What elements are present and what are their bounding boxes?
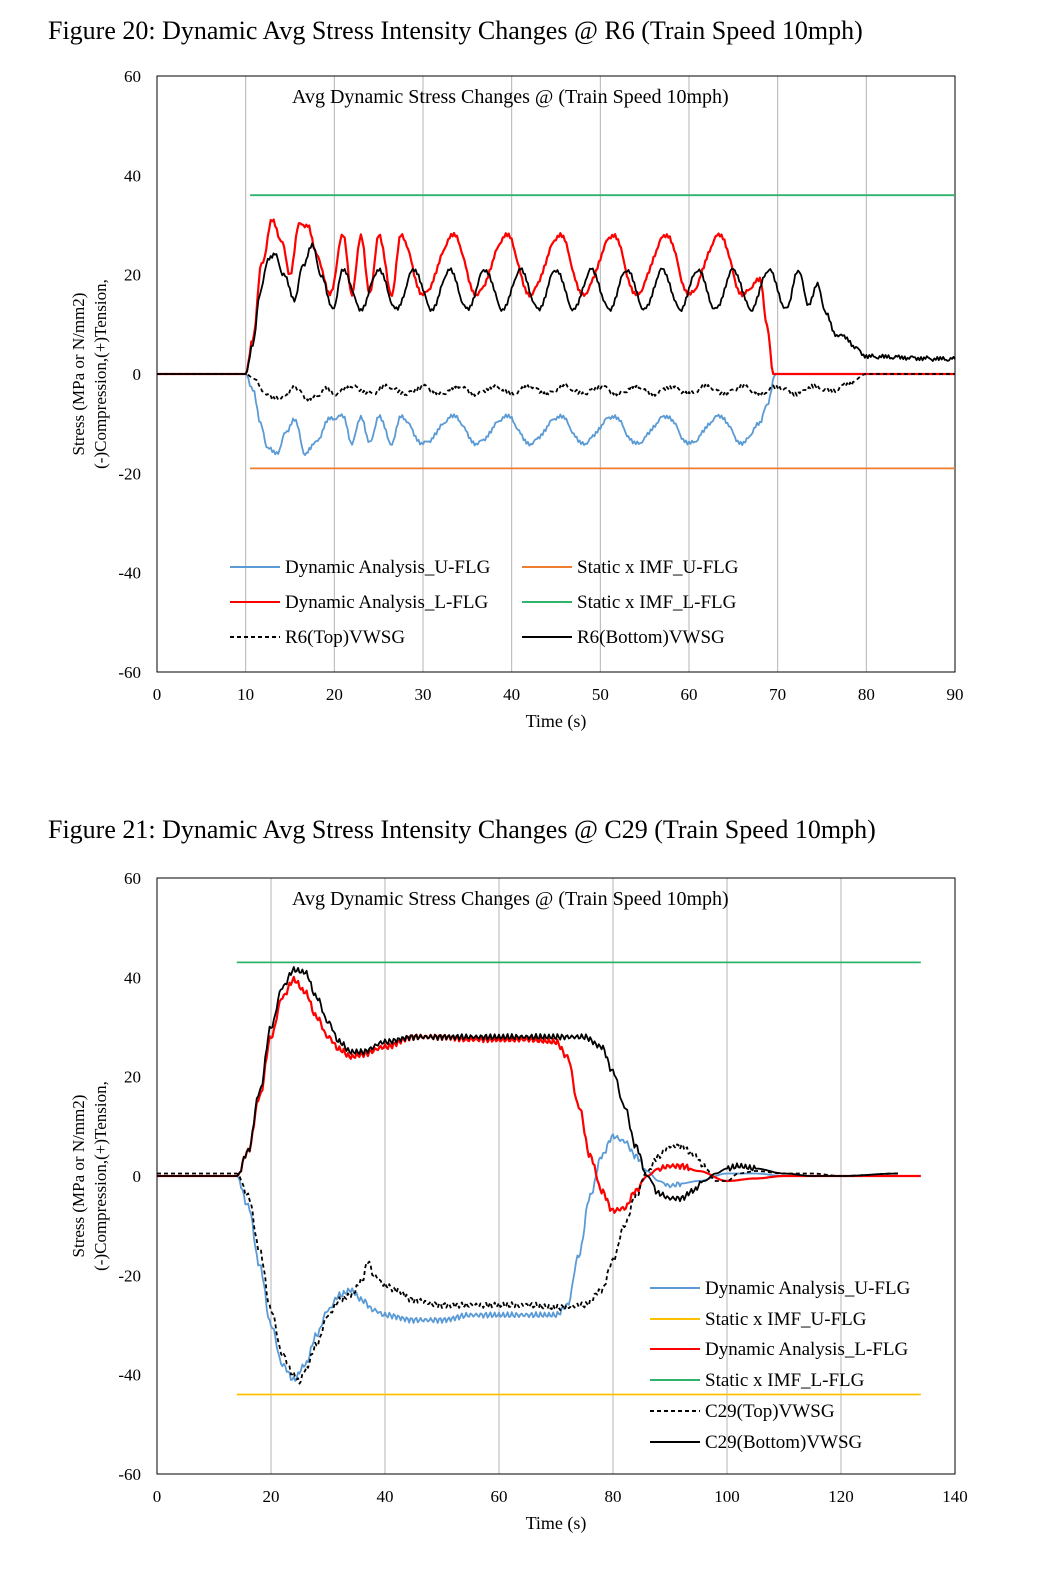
legend-label: Static x IMF_U-FLG	[577, 557, 739, 578]
x-tick-label: 70	[769, 685, 786, 704]
chart-title: Avg Dynamic Stress Changes @ (Train Spee…	[292, 86, 729, 108]
legend-label: Static x IMF_L-FLG	[705, 1370, 865, 1391]
x-tick-label: 0	[153, 685, 162, 704]
y-tick-label: 20	[124, 1068, 141, 1087]
x-tick-label: 20	[263, 1487, 280, 1506]
x-tick-label: 80	[858, 685, 875, 704]
y-tick-label: 40	[124, 968, 141, 987]
figure-21-caption: Figure 21: Dynamic Avg Stress Intensity …	[48, 815, 876, 844]
legend-label: Static x IMF_L-FLG	[577, 592, 737, 613]
x-tick-label: 0	[153, 1487, 162, 1506]
y-tick-label: 60	[124, 869, 141, 888]
legend-label: Static x IMF_U-FLG	[705, 1309, 867, 1330]
legend-label: C29(Top)VWSG	[705, 1401, 835, 1422]
y-axis-title: (-)Compression,(+)Tension,	[91, 1081, 110, 1271]
y-tick-label: -20	[118, 1266, 141, 1285]
x-tick-label: 40	[377, 1487, 394, 1506]
y-tick-label: 0	[133, 1167, 142, 1186]
y-tick-label: -40	[118, 564, 141, 583]
legend-label: R6(Top)VWSG	[285, 627, 405, 648]
x-tick-label: 60	[491, 1487, 508, 1506]
legend-label: R6(Bottom)VWSG	[577, 627, 725, 648]
legend-label: Dynamic Analysis_L-FLG	[285, 592, 488, 613]
figure-20-chart: 0 10 20 30 40 50 60 70 80 90 -60 -40 -20 0 20 40 60 Time …	[69, 67, 964, 732]
x-tick-label: 40	[503, 685, 520, 704]
y-axis-title: Stress (MPa or N/mm2)	[69, 293, 88, 456]
x-tick-label: 20	[326, 685, 343, 704]
series-line	[157, 242, 956, 375]
x-axis-title: Time (s)	[526, 1513, 587, 1534]
x-tick-label: 10	[237, 685, 254, 704]
legend-label: Dynamic Analysis_L-FLG	[705, 1339, 908, 1360]
legend-label: C29(Bottom)VWSG	[705, 1432, 863, 1453]
y-tick-label: 60	[124, 67, 141, 86]
x-tick-label: 80	[605, 1487, 622, 1506]
y-axis-title: (-)Compression,(+)Tension,	[91, 279, 110, 469]
x-axis-title: Time (s)	[526, 711, 587, 732]
y-tick-label: -20	[118, 464, 141, 483]
legend-label: Dynamic Analysis_U-FLG	[285, 557, 491, 578]
figure-21-chart: 0 20 40 60 80 100 120 140 -60 -40 -20 0 20 40 60 Time (…	[69, 869, 968, 1534]
y-tick-label: -60	[118, 1465, 141, 1484]
series-line	[157, 373, 955, 402]
y-axis-title: Stress (MPa or N/mm2)	[69, 1095, 88, 1258]
series-line	[157, 218, 955, 376]
x-tick-label: 100	[714, 1487, 740, 1506]
x-tick-label: 60	[681, 685, 698, 704]
x-tick-label: 120	[828, 1487, 854, 1506]
series-line	[157, 373, 955, 457]
x-tick-label: 30	[415, 685, 432, 704]
series-line	[157, 975, 921, 1214]
x-tick-label: 140	[942, 1487, 968, 1506]
series-line	[157, 1143, 898, 1385]
legend-label: Dynamic Analysis_U-FLG	[705, 1278, 911, 1299]
y-tick-label: -40	[118, 1366, 141, 1385]
y-tick-label: -60	[118, 663, 141, 682]
x-tick-label: 50	[592, 685, 609, 704]
x-tick-label: 90	[947, 685, 964, 704]
series-line	[157, 966, 898, 1203]
chart-title: Avg Dynamic Stress Changes @ (Train Spee…	[292, 888, 729, 910]
y-tick-label: 20	[124, 266, 141, 285]
y-tick-label: 0	[133, 365, 142, 384]
figure-20-caption: Figure 20: Dynamic Avg Stress Intensity …	[48, 16, 863, 45]
y-tick-label: 40	[124, 166, 141, 185]
